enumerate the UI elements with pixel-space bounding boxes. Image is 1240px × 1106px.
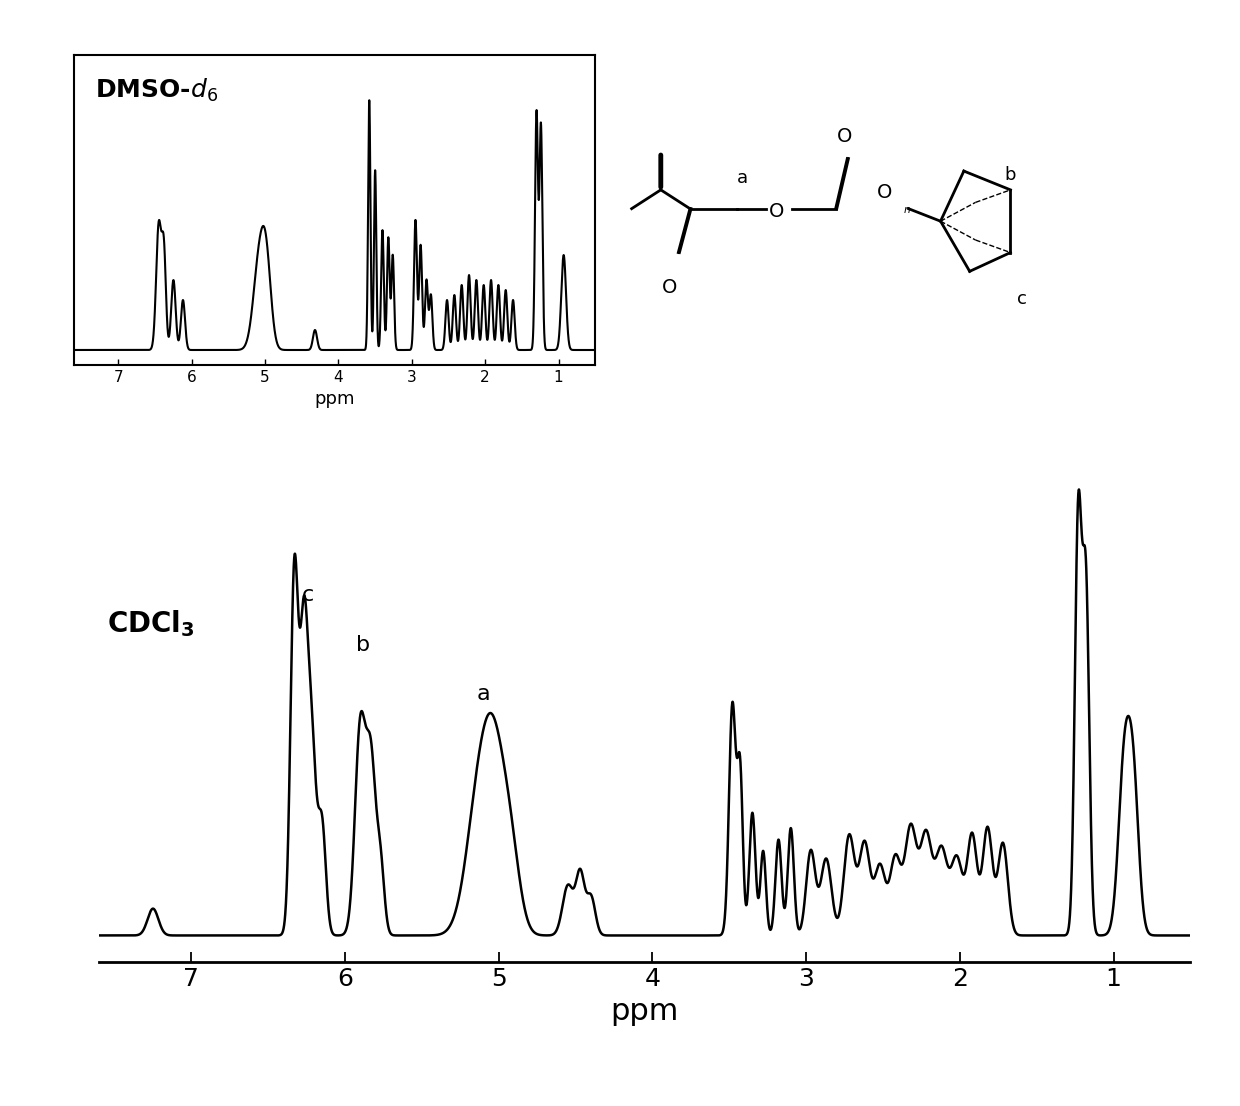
Text: O: O xyxy=(837,127,852,146)
Text: $\mathbf{DMSO}$-$\mathit{d}_6$: $\mathbf{DMSO}$-$\mathit{d}_6$ xyxy=(95,77,218,104)
Text: c: c xyxy=(1017,290,1027,309)
Text: b: b xyxy=(1004,166,1017,184)
Text: c: c xyxy=(303,585,315,605)
X-axis label: ppm: ppm xyxy=(315,390,355,408)
Text: O: O xyxy=(877,184,892,202)
Text: a: a xyxy=(737,169,748,187)
Text: $\mathbf{CDCl_3}$: $\mathbf{CDCl_3}$ xyxy=(107,608,195,638)
Text: O: O xyxy=(662,278,677,296)
Text: $_n$: $_n$ xyxy=(903,201,911,216)
Text: a: a xyxy=(476,684,490,703)
Text: O: O xyxy=(769,202,784,221)
Text: b: b xyxy=(356,635,371,655)
X-axis label: ppm: ppm xyxy=(610,997,680,1025)
